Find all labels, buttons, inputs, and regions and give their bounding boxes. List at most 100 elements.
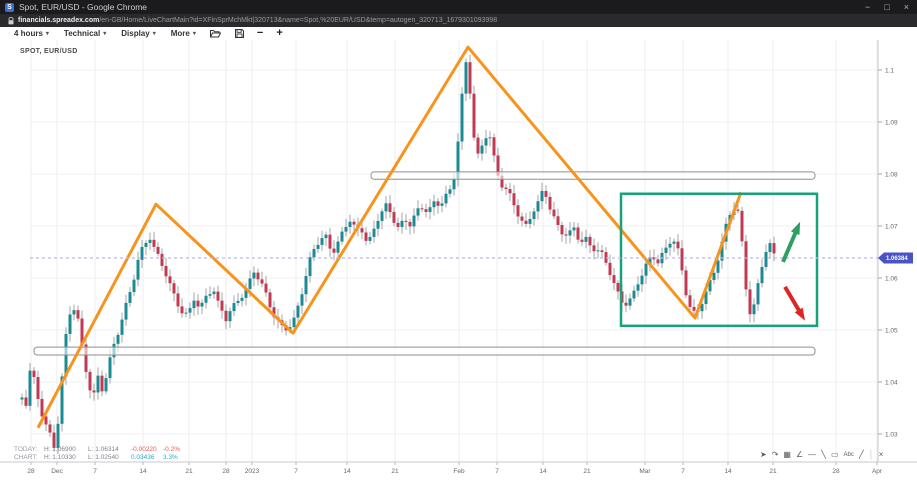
minimize-button[interactable]: − [865, 2, 871, 12]
candle-down [492, 137, 496, 156]
candle-up [228, 311, 232, 322]
maximize-button[interactable]: □ [884, 2, 890, 12]
candle-up [56, 423, 60, 448]
candle-down [272, 307, 276, 318]
candle-up [316, 244, 320, 249]
timeframe-menu[interactable]: 4 hours ▾ [14, 29, 49, 38]
rectangle-tool-icon[interactable]: ▭ [830, 450, 839, 459]
date-tick-label: 21 [185, 468, 193, 475]
candle-down [100, 375, 104, 392]
zoom-in-button[interactable]: + [276, 27, 283, 39]
zoom-out-button[interactable]: − [256, 27, 264, 39]
candle-up [704, 291, 708, 305]
candle-up [324, 234, 328, 239]
candle-up [760, 266, 764, 284]
candle-down [224, 310, 228, 322]
price-tick-label: 1.06 [885, 275, 898, 282]
current-price-badge [878, 252, 913, 264]
candle-down [472, 93, 476, 138]
price-zone[interactable] [33, 346, 816, 356]
candle-up [764, 252, 768, 267]
candle-up [204, 295, 208, 303]
candle-down [36, 377, 40, 400]
drawing-toolbar: ➤ ↷ ▦ ∠ — ╲ ▭ Abc ╱ │ × [760, 449, 883, 461]
candle-down [32, 370, 36, 378]
angle-measure-tool-icon[interactable]: ∠ [795, 450, 804, 459]
candle-up [668, 243, 672, 248]
candle-up [184, 312, 188, 314]
close-button[interactable]: × [903, 2, 909, 12]
date-tick-label: 14 [343, 468, 351, 475]
candle-down [44, 416, 48, 425]
lock-icon [8, 16, 14, 25]
candle-down [772, 243, 776, 254]
price-tick-label: 1.09 [885, 119, 898, 126]
candle-up [140, 246, 144, 260]
up-scenario-arrow-head [790, 221, 801, 236]
candle-up [636, 284, 640, 291]
price-tick-label: 1.08 [885, 171, 898, 178]
url-bar[interactable]: financials.spreadex.com/en-GB/Home/LiveC… [0, 14, 917, 27]
candle-down [656, 259, 660, 264]
candle-up [104, 378, 108, 392]
technical-menu[interactable]: Technical ▾ [63, 29, 107, 38]
candle-up [236, 300, 240, 304]
candle-up [188, 308, 192, 313]
date-tick-label: 7 [294, 468, 298, 475]
price-tick-label: 1.04 [885, 379, 898, 386]
save-chart-icon[interactable] [234, 29, 244, 38]
curve-arrow-tool-icon[interactable]: ↷ [771, 450, 779, 459]
trendline-zigzag[interactable] [36, 45, 743, 429]
candle-down [508, 189, 512, 194]
candle-up [252, 272, 256, 279]
date-tick-label: 7 [495, 468, 499, 475]
candle-up [124, 302, 128, 320]
candle-up [480, 145, 484, 154]
candle-up [484, 138, 488, 146]
candle-down [24, 397, 28, 406]
candle-down [588, 236, 592, 246]
trendline-tool-icon[interactable]: ╲ [821, 450, 826, 459]
candle-down [580, 239, 584, 242]
candle-down [408, 221, 412, 227]
candle-up [628, 298, 632, 306]
up-scenario-arrow[interactable] [781, 228, 799, 263]
display-menu[interactable]: Display ▾ [121, 29, 156, 38]
candle-down [680, 248, 684, 271]
window-title: Spot, EUR/USD - Google Chrome [19, 2, 148, 12]
candle-up [208, 294, 212, 296]
text-tool-icon[interactable]: Abc [843, 452, 854, 458]
candle-up [452, 178, 456, 190]
candle-up [108, 357, 112, 379]
candle-up [96, 375, 100, 393]
candle-down [616, 282, 620, 292]
candle-down [392, 212, 396, 223]
candle-up [304, 276, 308, 295]
pointer-tool-icon[interactable]: ➤ [760, 450, 767, 459]
candle-down [360, 228, 364, 233]
delete-tool-icon[interactable]: × [878, 450, 884, 459]
down-scenario-arrow[interactable] [783, 285, 803, 315]
candle-up [60, 376, 64, 424]
horizontal-line-tool-icon[interactable]: — [808, 450, 817, 459]
candle-up [248, 278, 252, 289]
candle-down [168, 276, 172, 284]
candle-down [180, 306, 184, 314]
date-tick-label: 7 [681, 468, 685, 475]
ray-tool-icon[interactable]: ╱ [858, 450, 864, 459]
date-tick-label: 2023 [245, 468, 260, 475]
candle-down [172, 283, 176, 294]
open-chart-folder-icon[interactable] [209, 29, 221, 38]
candle-down [84, 344, 88, 372]
price-zone[interactable] [370, 171, 816, 180]
more-menu[interactable]: More ▾ [170, 29, 196, 38]
price-tick-label: 1.07 [885, 223, 898, 230]
grid-tool-icon[interactable]: ▦ [783, 450, 791, 459]
candle-down [688, 295, 692, 307]
candle-down [404, 220, 408, 222]
candle-up [376, 220, 380, 229]
candle-down [612, 275, 616, 283]
candle-down [436, 201, 440, 206]
consolidation-box[interactable] [619, 192, 819, 328]
